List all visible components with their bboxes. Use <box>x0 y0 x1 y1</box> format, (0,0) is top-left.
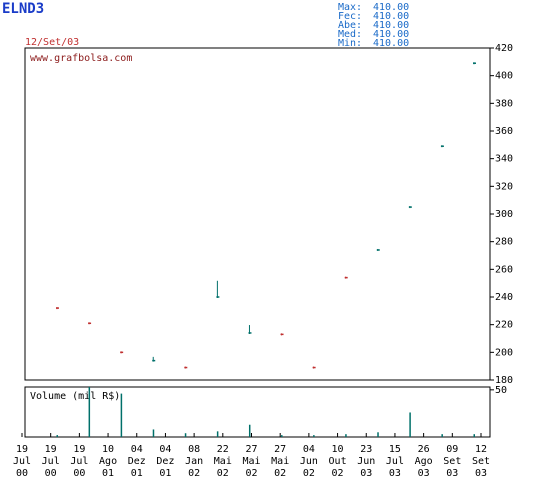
stat-value: 410.00 <box>373 29 409 40</box>
volume-bar <box>88 387 91 437</box>
volume-tick-label: 50 <box>495 385 507 396</box>
x-tick-label: 02 <box>303 468 315 479</box>
y-tick-label: 300 <box>495 209 513 220</box>
x-tick-label: 10 <box>332 444 344 455</box>
stat-label: Med: <box>338 29 362 40</box>
y-tick-label: 380 <box>495 98 513 109</box>
volume-bar <box>409 412 411 437</box>
x-tick-label: Dez <box>128 456 146 467</box>
x-tick-label: 01 <box>159 468 171 479</box>
x-tick-label: Jun <box>357 456 375 467</box>
volume-bar <box>281 435 283 437</box>
x-tick-label: 23 <box>360 444 372 455</box>
y-tick-label: 220 <box>495 320 513 331</box>
watermark: www.grafbolsa.com <box>30 53 132 64</box>
volume-bar <box>345 434 347 437</box>
volume-bar <box>152 429 155 437</box>
stat-label: Abe: <box>338 20 362 31</box>
x-tick-label: 08 <box>188 444 200 455</box>
x-tick-label: 00 <box>73 468 85 479</box>
stat-label: Max: <box>338 2 362 13</box>
x-tick-label: Dez <box>156 456 174 467</box>
volume-bar <box>56 435 58 437</box>
chart-title: ELND3 <box>2 1 44 17</box>
x-tick-label: 02 <box>274 468 286 479</box>
stat-value: 410.00 <box>373 2 409 13</box>
x-tick-label: 27 <box>245 444 257 455</box>
stat-value: 410.00 <box>373 20 409 31</box>
x-tick-label: 22 <box>217 444 229 455</box>
y-tick-label: 280 <box>495 237 513 248</box>
x-tick-label: 02 <box>245 468 257 479</box>
x-tick-label: Jul <box>386 456 404 467</box>
x-tick-label: 03 <box>418 468 430 479</box>
x-tick-label: 03 <box>360 468 372 479</box>
price-frame <box>24 47 491 381</box>
x-tick-label: 01 <box>131 468 143 479</box>
x-tick-label: Mai <box>271 456 289 467</box>
volume-bar <box>216 431 219 437</box>
x-tick-label: Jun <box>300 456 318 467</box>
x-tick-label: 19 <box>16 444 28 455</box>
x-tick-label: 26 <box>418 444 430 455</box>
stat-label: Min: <box>338 38 362 49</box>
volume-bar <box>473 434 475 437</box>
x-tick-label: 04 <box>159 444 171 455</box>
x-tick-label: Set <box>443 456 461 467</box>
y-tick-label: 360 <box>495 126 513 137</box>
x-tick-label: Out <box>329 456 347 467</box>
x-tick-label: 01 <box>102 468 114 479</box>
x-tick-label: Mai <box>242 456 260 467</box>
volume-bar <box>441 434 443 437</box>
y-tick-label: 420 <box>495 43 513 54</box>
x-tick-label: 04 <box>131 444 143 455</box>
volume-label: Volume (mil R$) <box>30 391 120 402</box>
x-tick-label: 09 <box>446 444 458 455</box>
x-tick-label: 19 <box>45 444 57 455</box>
x-tick-label: 03 <box>389 468 401 479</box>
x-tick-label: 04 <box>303 444 315 455</box>
x-tick-label: 02 <box>332 468 344 479</box>
stat-value: 410.00 <box>373 11 409 22</box>
volume-frame <box>24 386 491 438</box>
y-tick-label: 200 <box>495 347 513 358</box>
x-tick-label: Jan <box>185 456 203 467</box>
y-tick-label: 340 <box>495 154 513 165</box>
x-tick-label: Ago <box>99 456 117 467</box>
x-tick-label: 03 <box>446 468 458 479</box>
volume-bar <box>184 433 187 437</box>
x-tick-label: 15 <box>389 444 401 455</box>
volume-bar <box>120 393 123 437</box>
x-tick-label: Set <box>472 456 490 467</box>
x-tick-label: Mai <box>214 456 232 467</box>
y-tick-label: 400 <box>495 71 513 82</box>
y-tick-label: 240 <box>495 292 513 303</box>
x-tick-label: 00 <box>45 468 57 479</box>
x-tick-label: 02 <box>188 468 200 479</box>
x-tick-label: Jul <box>13 456 31 467</box>
x-tick-label: 12 <box>475 444 487 455</box>
y-tick-label: 260 <box>495 264 513 275</box>
x-tick-label: 10 <box>102 444 114 455</box>
y-tick-label: 320 <box>495 181 513 192</box>
x-tick-label: Jul <box>70 456 88 467</box>
x-tick-label: 27 <box>274 444 286 455</box>
stat-label: Fec: <box>338 11 362 22</box>
x-tick-label: 00 <box>16 468 28 479</box>
y-tick-label: 180 <box>495 375 513 386</box>
x-tick-label: 02 <box>217 468 229 479</box>
x-tick-label: Jul <box>42 456 60 467</box>
date-label: 12/Set/03 <box>25 37 79 48</box>
x-tick-label: 03 <box>475 468 487 479</box>
stat-value: 410.00 <box>373 38 409 49</box>
volume-bar <box>377 432 379 437</box>
volume-bar <box>248 424 251 437</box>
volume-bar <box>313 435 315 437</box>
x-tick-label: Ago <box>415 456 433 467</box>
x-tick-label: 19 <box>73 444 85 455</box>
